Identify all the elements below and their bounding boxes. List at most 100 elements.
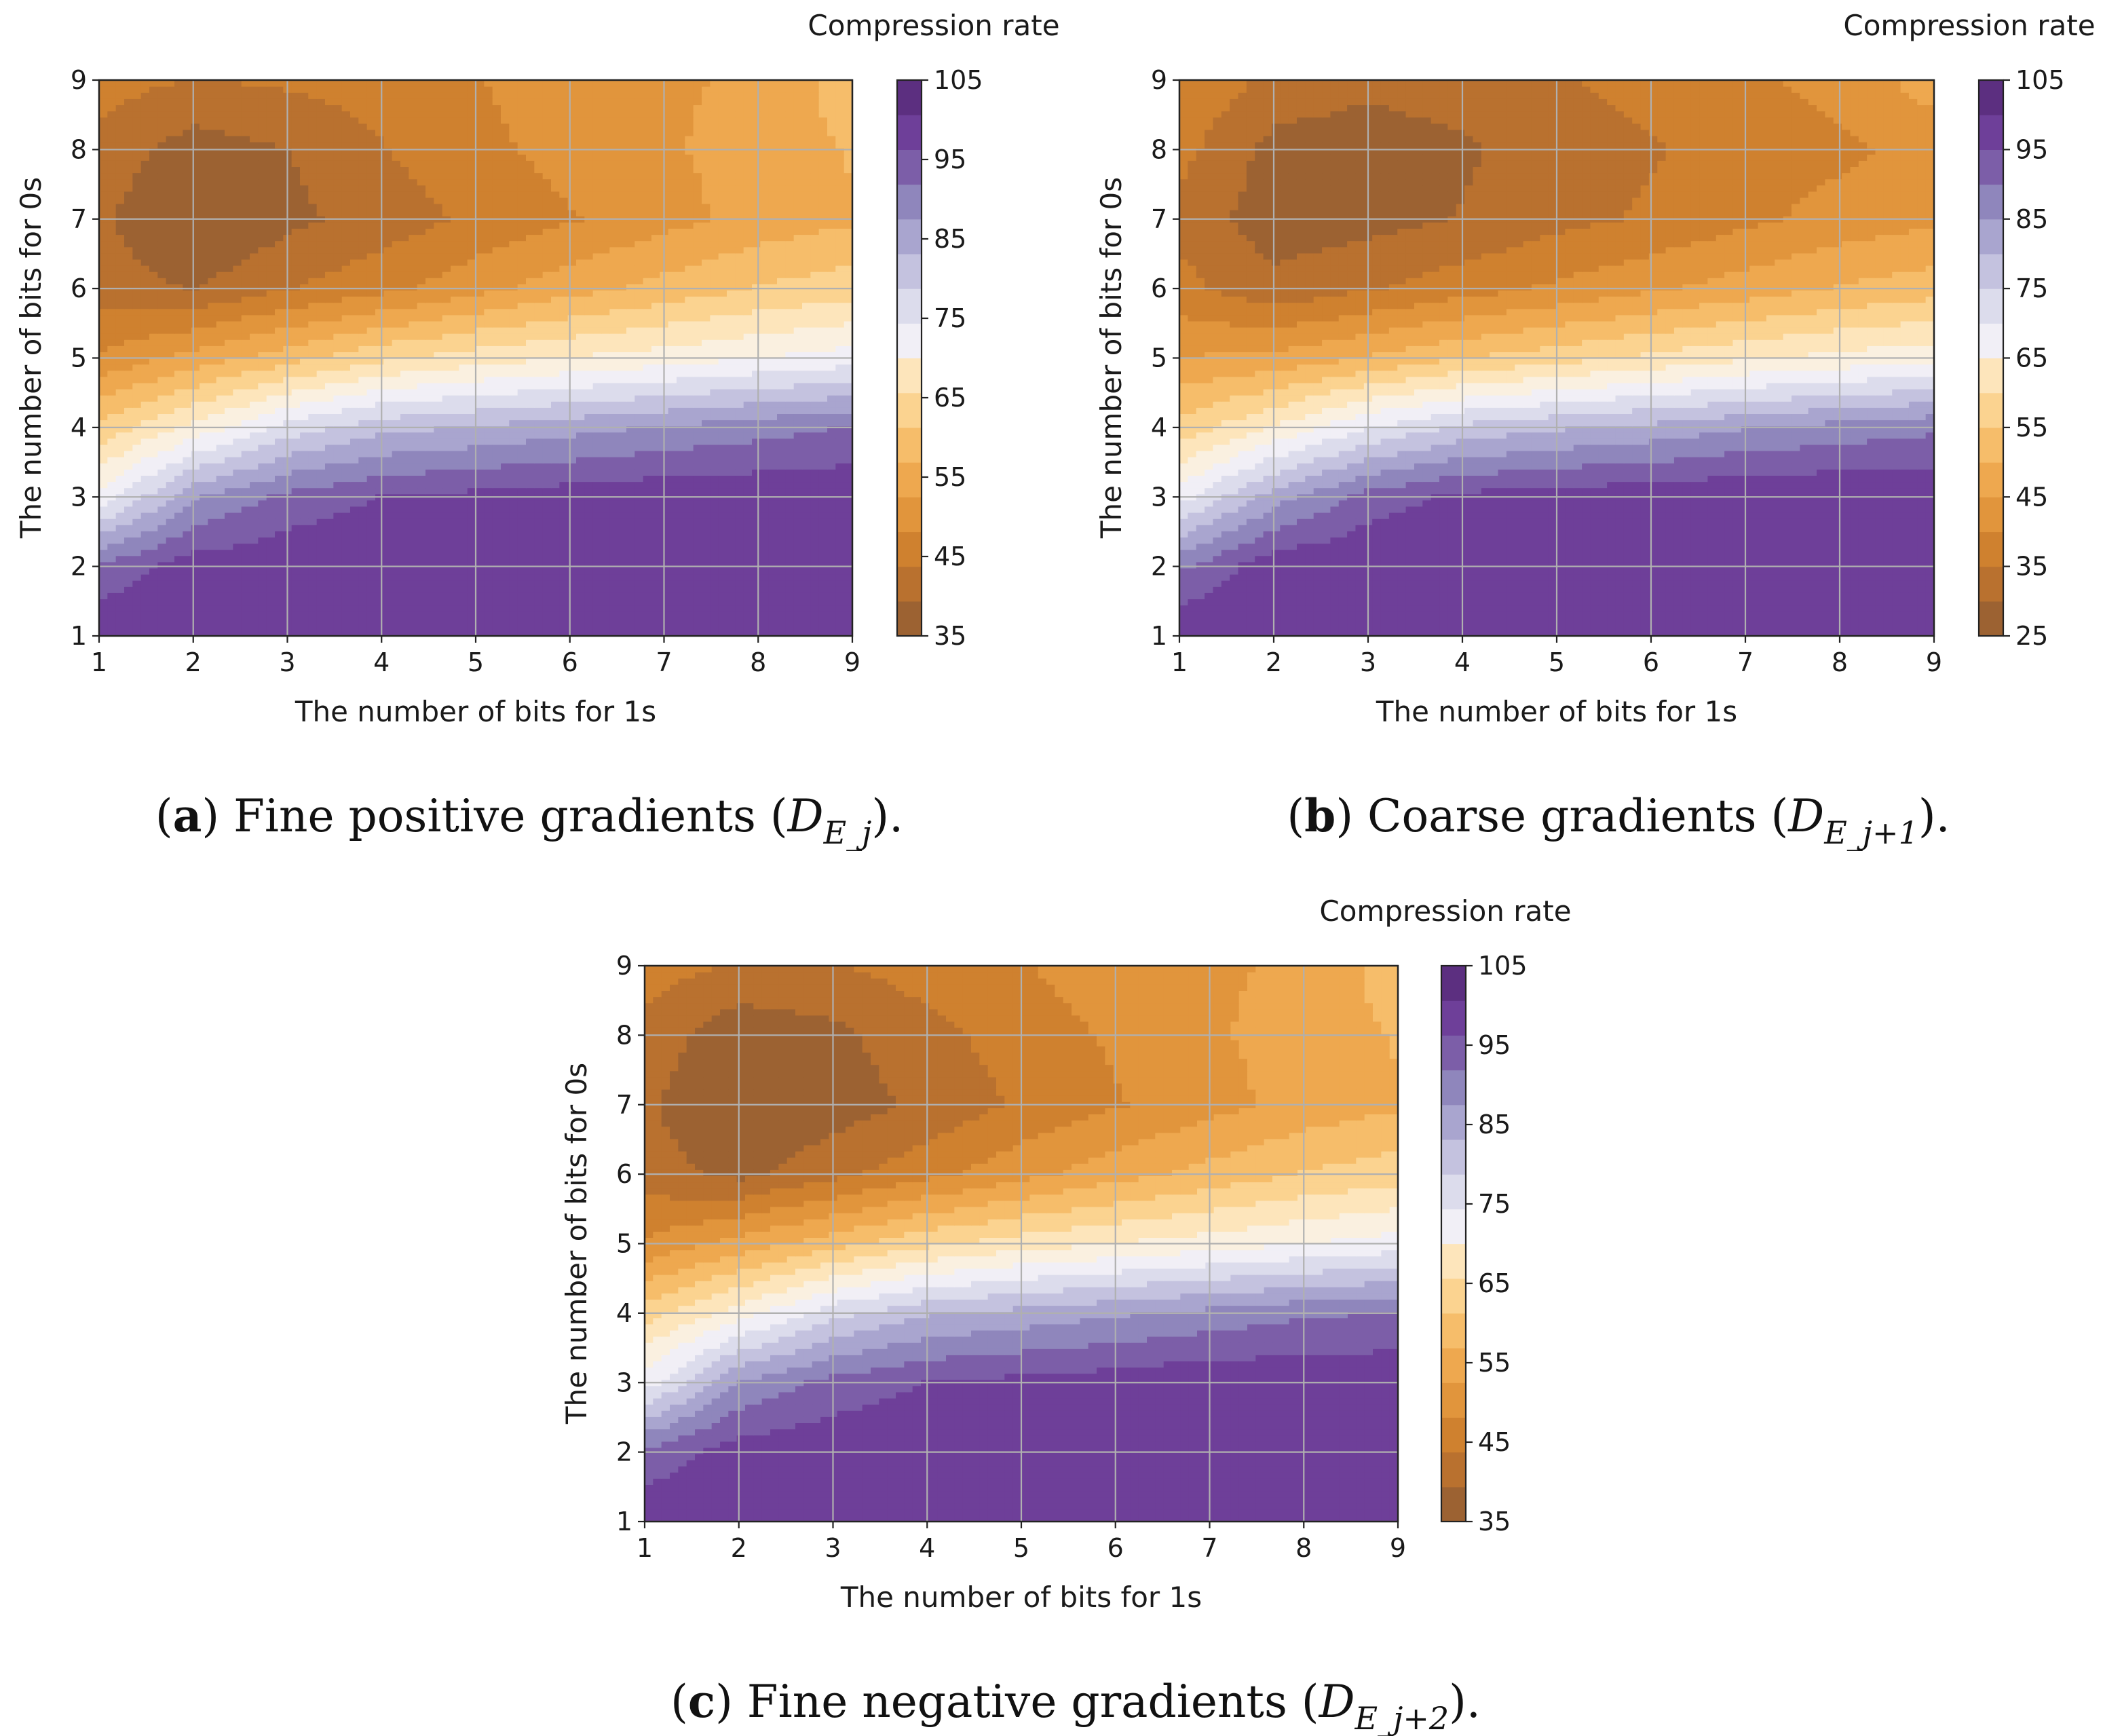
contour-cell [358, 518, 367, 525]
contour-cell [819, 586, 828, 593]
contour-cell [358, 531, 367, 537]
contour-cell [727, 574, 736, 581]
contour-cell [694, 537, 702, 544]
contour-cell [434, 580, 442, 587]
contour-cell [275, 624, 284, 630]
contour-cell [694, 599, 702, 605]
contour-cell [292, 537, 301, 544]
contour-cell [99, 574, 108, 581]
contour-cell [367, 586, 376, 593]
contour-cell [760, 599, 769, 605]
contour-cell [434, 605, 442, 612]
contour-cell [819, 574, 828, 581]
contour-cell [216, 611, 225, 618]
contour-cell [694, 580, 702, 587]
contour-cell [132, 605, 141, 612]
contour-cell [333, 525, 342, 531]
contour-cell [350, 605, 359, 612]
contour-cell [827, 605, 836, 612]
contour-cell [634, 531, 643, 537]
contour-cell [501, 537, 510, 544]
contour-cell [835, 537, 844, 544]
contour-cell [626, 518, 635, 525]
contour-cell [769, 512, 778, 519]
contour-cell [501, 568, 510, 575]
contour-cell [107, 611, 116, 618]
contour-cell [242, 624, 250, 630]
contour-cell [601, 592, 610, 599]
contour-cell [434, 599, 442, 605]
contour-cell [702, 518, 711, 525]
contour-cell [132, 518, 141, 525]
contour-cell [200, 544, 208, 550]
contour-cell [459, 544, 468, 550]
contour-cell [451, 580, 459, 587]
contour-cell [626, 580, 635, 587]
contour-cell [325, 531, 334, 537]
contour-cell [166, 544, 175, 550]
contour-cell [258, 537, 267, 544]
contour-cell [601, 599, 610, 605]
contour-cell [216, 544, 225, 550]
contour-cell [609, 568, 618, 575]
contour-cell [342, 611, 351, 618]
contour-cell [559, 624, 568, 630]
contour-cell [375, 580, 384, 587]
contour-cell [668, 531, 677, 537]
contour-cell [325, 599, 334, 605]
contour-cell [200, 518, 208, 525]
contour-cell [107, 624, 116, 630]
contour-cell [518, 506, 527, 513]
contour-cell [476, 525, 485, 531]
contour-cell [149, 550, 158, 556]
contour-cell [208, 537, 216, 544]
contour-cell [468, 611, 476, 618]
contour-cell [451, 550, 459, 556]
contour-cell [719, 531, 727, 537]
contour-cell [752, 525, 761, 531]
contour-cell [191, 574, 200, 581]
contour-cell [534, 518, 543, 525]
contour-cell [626, 512, 635, 519]
contour-cell [785, 556, 794, 563]
contour-cell [141, 544, 150, 550]
contour-cell [501, 518, 510, 525]
contour-cell [99, 592, 108, 599]
contour-cell [425, 568, 434, 575]
contour-cell [124, 605, 133, 612]
contour-cell [626, 506, 635, 513]
contour-cell [559, 531, 568, 537]
contour-cell [132, 599, 141, 605]
contour-cell [375, 518, 384, 525]
contour-cell [576, 550, 585, 556]
contour-cell [601, 586, 610, 593]
contour-cell [634, 574, 643, 581]
contour-cell [308, 537, 317, 544]
contour-cell [777, 562, 786, 569]
contour-cell [233, 592, 242, 599]
contour-cell [694, 624, 702, 630]
contour-cell [325, 506, 334, 513]
contour-cell [643, 531, 652, 537]
contour-cell [702, 562, 711, 569]
contour-cell [300, 556, 309, 563]
contour-cell [116, 531, 125, 537]
contour-cell [258, 556, 267, 563]
contour-cell [760, 531, 769, 537]
contour-cell [668, 525, 677, 531]
contour-cell [242, 512, 250, 519]
contour-cell [668, 506, 677, 513]
contour-cell [400, 525, 409, 531]
contour-cell [526, 611, 535, 618]
contour-cell [250, 618, 259, 624]
contour-cell [233, 525, 242, 531]
contour-cell [358, 624, 367, 630]
contour-cell [618, 562, 627, 569]
contour-cell [651, 605, 660, 612]
contour-cell [225, 574, 233, 581]
contour-cell [810, 586, 819, 593]
contour-cell [844, 624, 853, 630]
contour-cell [333, 605, 342, 612]
contour-cell [568, 512, 577, 519]
contour-cell [409, 525, 417, 531]
